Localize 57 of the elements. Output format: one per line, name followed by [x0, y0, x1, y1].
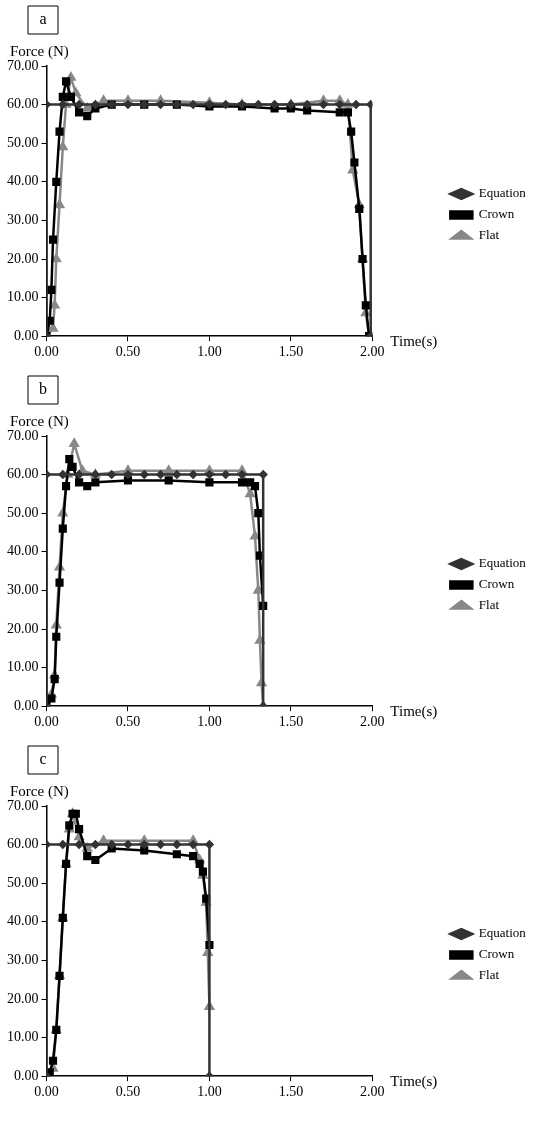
legend-label: Flat [478, 227, 500, 243]
x-tick-label: 1.00 [197, 1084, 222, 1100]
y-tick-label: 20.00 [7, 990, 39, 1006]
y-tick-label: 0.00 [14, 327, 39, 343]
legend-label: Flat [478, 597, 500, 613]
y-axis-title: Force (N) [10, 782, 69, 800]
x-tick-label: 0.50 [115, 344, 141, 360]
x-tick-label: 2.00 [360, 344, 385, 360]
y-tick-label: 70.00 [7, 797, 39, 813]
y-tick-label: 70.00 [7, 57, 39, 73]
legend-label: Crown [478, 576, 515, 592]
x-tick-label: 1.50 [278, 1084, 304, 1100]
legend-label: Crown [478, 946, 515, 962]
x-tick-label: 2.00 [360, 1084, 385, 1100]
y-tick-label: 10.00 [7, 289, 39, 305]
x-tick-label: 0.50 [115, 1084, 141, 1100]
y-axis-title: Force (N) [10, 412, 69, 430]
x-tick-label: 0.00 [34, 344, 59, 360]
x-tick-label: 0.00 [34, 1084, 59, 1100]
y-tick-label: 10.00 [7, 1029, 39, 1045]
legend-label: Crown [478, 206, 515, 222]
x-tick-label: 1.50 [278, 714, 304, 730]
y-tick-label: 30.00 [7, 952, 39, 968]
y-tick-label: 30.00 [7, 582, 39, 598]
y-tick-label: 10.00 [7, 659, 39, 675]
x-axis-title: Time(s) [390, 333, 438, 351]
x-tick-label: 1.50 [278, 344, 304, 360]
y-tick-label: 70.00 [7, 427, 39, 443]
legend-label: Equation [478, 555, 527, 571]
y-tick-label: 20.00 [7, 620, 39, 636]
legend-label: Equation [478, 185, 527, 201]
y-tick-label: 50.00 [7, 504, 39, 520]
legend-label: Flat [478, 967, 500, 983]
x-tick-label: 1.00 [197, 714, 222, 730]
y-tick-label: 60.00 [7, 836, 39, 852]
y-tick-label: 50.00 [7, 134, 39, 150]
y-axis-title: Force (N) [10, 42, 69, 60]
chart-title: c [39, 750, 47, 768]
x-tick-label: 0.00 [34, 714, 59, 730]
y-tick-label: 20.00 [7, 250, 39, 266]
y-tick-label: 40.00 [7, 173, 39, 189]
y-tick-label: 60.00 [7, 96, 39, 112]
y-tick-label: 40.00 [7, 543, 39, 559]
y-tick-label: 0.00 [14, 1067, 39, 1083]
y-tick-label: 50.00 [7, 874, 39, 890]
legend-label: Equation [478, 925, 527, 941]
y-tick-label: 40.00 [7, 913, 39, 929]
x-axis-title: Time(s) [390, 1073, 438, 1091]
x-tick-label: 1.00 [197, 344, 222, 360]
chart-title: a [39, 10, 47, 28]
y-tick-label: 60.00 [7, 466, 39, 482]
x-tick-label: 2.00 [360, 714, 385, 730]
x-tick-label: 0.50 [115, 714, 141, 730]
y-tick-label: 0.00 [14, 697, 39, 713]
chart-title: b [39, 380, 47, 398]
y-tick-label: 30.00 [7, 212, 39, 228]
x-axis-title: Time(s) [390, 703, 438, 721]
